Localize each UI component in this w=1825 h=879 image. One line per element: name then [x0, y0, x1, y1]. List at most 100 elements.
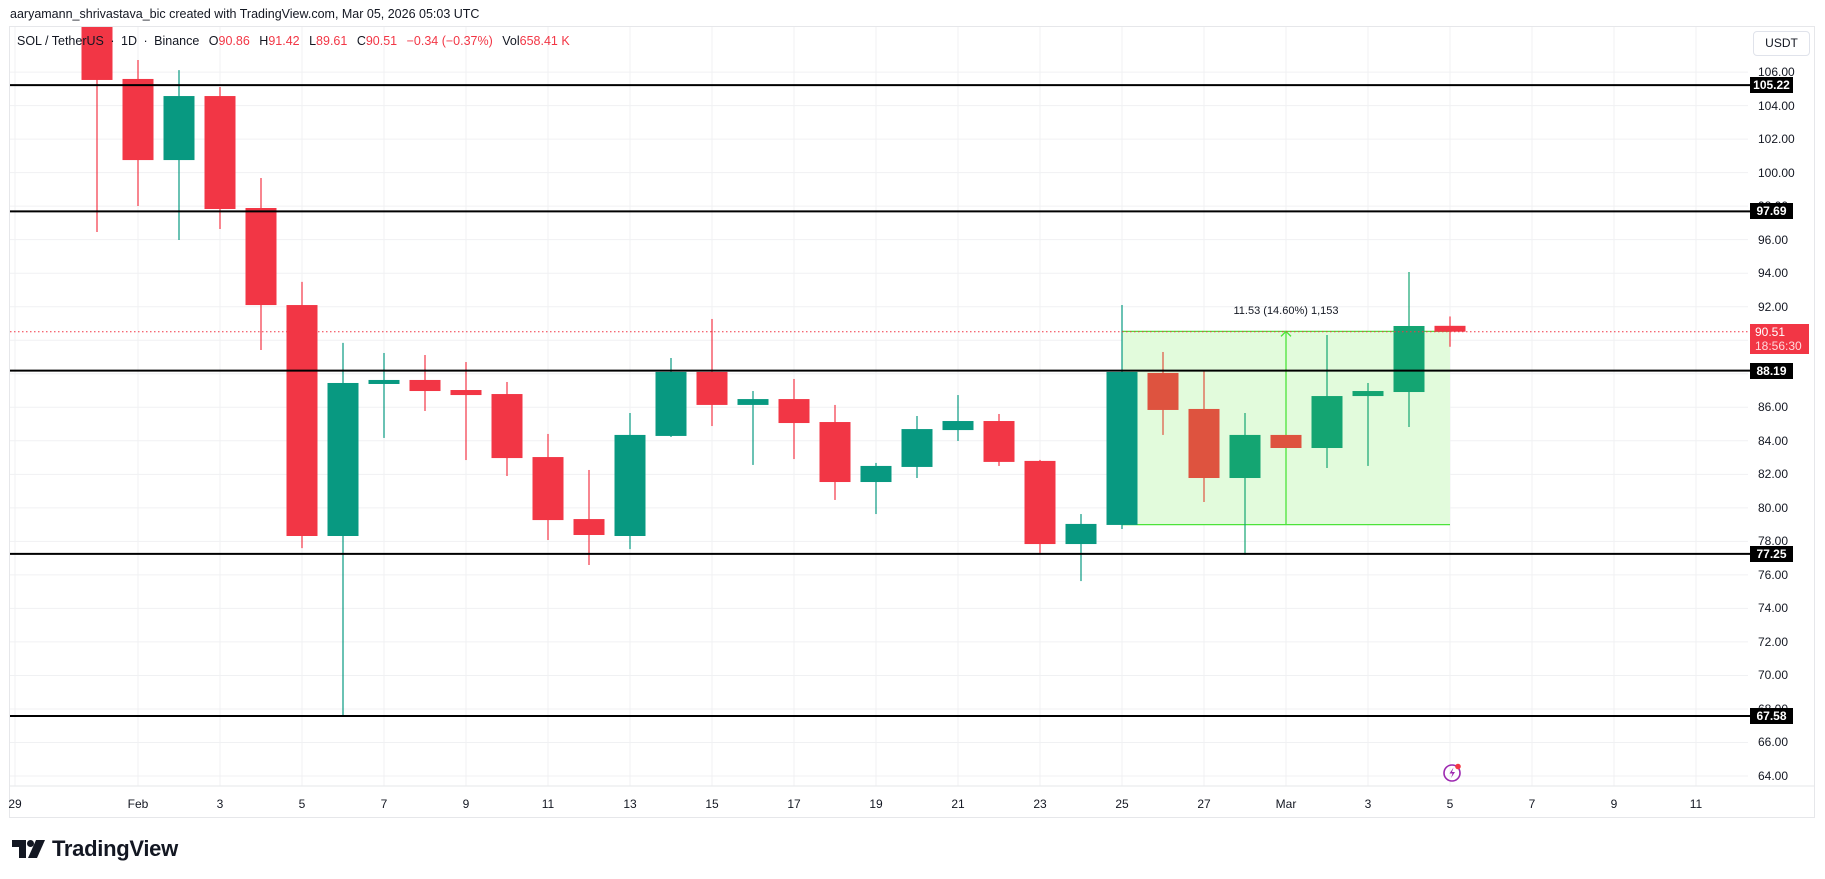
date-tick: 3	[216, 797, 224, 811]
date-tick: Feb	[127, 797, 149, 811]
candle	[1311, 335, 1343, 468]
candle	[327, 342, 359, 715]
candle	[1147, 351, 1179, 435]
date-tick: 9	[462, 797, 470, 811]
candle	[860, 462, 892, 515]
price-tick: 104.00	[1758, 98, 1795, 113]
open-label: O	[208, 34, 219, 48]
date-tick: 21	[951, 797, 965, 811]
date-tick: 5	[298, 797, 306, 811]
candle	[983, 413, 1015, 466]
candle	[491, 381, 523, 476]
horizontal-lines[interactable]	[10, 84, 1750, 717]
candle	[532, 433, 564, 541]
date-tick: 3	[1364, 797, 1372, 811]
date-tick: 7	[380, 797, 388, 811]
horizontal-line-price-label: 67.58	[1750, 707, 1793, 724]
candle	[1270, 434, 1302, 449]
horizontal-line-price-label: 105.22	[1750, 77, 1793, 94]
tradingview-logo-text: TradingView	[52, 836, 178, 861]
last-price-label: 90.51 18:56:30	[1750, 323, 1809, 354]
volume-label: Vol	[502, 34, 520, 48]
price-tick: 70.00	[1758, 668, 1789, 683]
date-tick: 19	[869, 797, 883, 811]
currency-button[interactable]: USDT	[1753, 31, 1810, 56]
candle	[122, 60, 154, 206]
candle	[1352, 382, 1384, 466]
candle	[737, 391, 769, 465]
volume-value: 658.41 K	[519, 34, 570, 48]
candle	[901, 415, 933, 479]
price-tick: 66.00	[1758, 735, 1789, 750]
close-value: 90.51	[365, 34, 398, 48]
symbol-name[interactable]: SOL / TetherUS	[17, 34, 104, 48]
candle	[450, 362, 482, 461]
candle	[163, 70, 195, 241]
price-tick: 80.00	[1758, 500, 1789, 515]
tradingview-logo[interactable]: TradingView	[12, 836, 178, 862]
measurement-label: 11.53 (14.60%) 1,153	[1233, 305, 1339, 318]
separator: ·	[143, 34, 148, 48]
price-tick: 74.00	[1758, 601, 1789, 616]
date-tick: 5	[1446, 797, 1454, 811]
horizontal-line-price-label: 88.19	[1750, 362, 1793, 379]
chart-frame	[9, 26, 1815, 818]
candle	[573, 469, 605, 565]
date-tick: 13	[623, 797, 637, 811]
symbol-legend[interactable]: SOL / TetherUS · 1D · Binance O90.86 H91…	[17, 34, 570, 48]
low-label: L	[309, 34, 317, 48]
price-tick: 82.00	[1758, 467, 1789, 482]
date-tick: 17	[787, 797, 801, 811]
candle	[1106, 305, 1138, 529]
price-tick: 64.00	[1758, 769, 1789, 783]
price-tick: 72.00	[1758, 634, 1789, 649]
low-value: 89.61	[316, 34, 348, 48]
candle	[942, 395, 974, 441]
high-label: H	[259, 34, 269, 48]
price-tick: 94.00	[1758, 266, 1789, 281]
interval[interactable]: 1D	[121, 34, 137, 48]
candle	[1393, 272, 1425, 428]
candlesticks	[81, 27, 1466, 715]
close-label: C	[356, 34, 366, 48]
price-tick: 92.00	[1758, 299, 1789, 314]
candle	[1065, 514, 1097, 582]
price-tick: 100.00	[1758, 165, 1795, 180]
tradingview-logo-icon	[12, 840, 45, 858]
candle	[1188, 370, 1220, 502]
candle	[778, 378, 810, 460]
candle	[655, 358, 687, 437]
grid-lines	[10, 27, 1814, 787]
price-tick: 78.00	[1758, 534, 1789, 549]
price-tick: 96.00	[1758, 232, 1789, 247]
price-tick: 84.00	[1758, 433, 1789, 448]
candle	[409, 354, 441, 411]
exchange: Binance	[154, 34, 200, 48]
candle	[614, 412, 646, 550]
date-tick: 15	[705, 797, 719, 811]
high-value: 91.42	[268, 34, 300, 48]
date-tick: 11	[1689, 797, 1703, 811]
lightning-alert-icon[interactable]	[1442, 761, 1464, 783]
candle	[368, 352, 400, 438]
date-tick: 29	[8, 797, 22, 811]
price-tick: 106.00	[1758, 65, 1795, 80]
date-tick: 25	[1115, 797, 1129, 811]
candle	[1024, 459, 1056, 553]
date-tick: 27	[1197, 797, 1211, 811]
separator: ·	[110, 34, 115, 48]
candle	[819, 404, 851, 500]
price-tick: 86.00	[1758, 400, 1789, 415]
candle	[1229, 412, 1261, 555]
candle	[286, 281, 318, 549]
horizontal-line-price-label: 97.69	[1750, 203, 1793, 220]
candle	[696, 318, 728, 427]
price-tick: 102.00	[1758, 132, 1795, 147]
open-value: 90.86	[218, 34, 250, 48]
date-tick: 9	[1610, 797, 1618, 811]
date-tick: 7	[1528, 797, 1536, 811]
horizontal-line-price-label: 77.25	[1750, 545, 1793, 562]
change-value: −0.34 (−0.37%)	[406, 34, 493, 48]
price-tick: 76.00	[1758, 567, 1789, 582]
